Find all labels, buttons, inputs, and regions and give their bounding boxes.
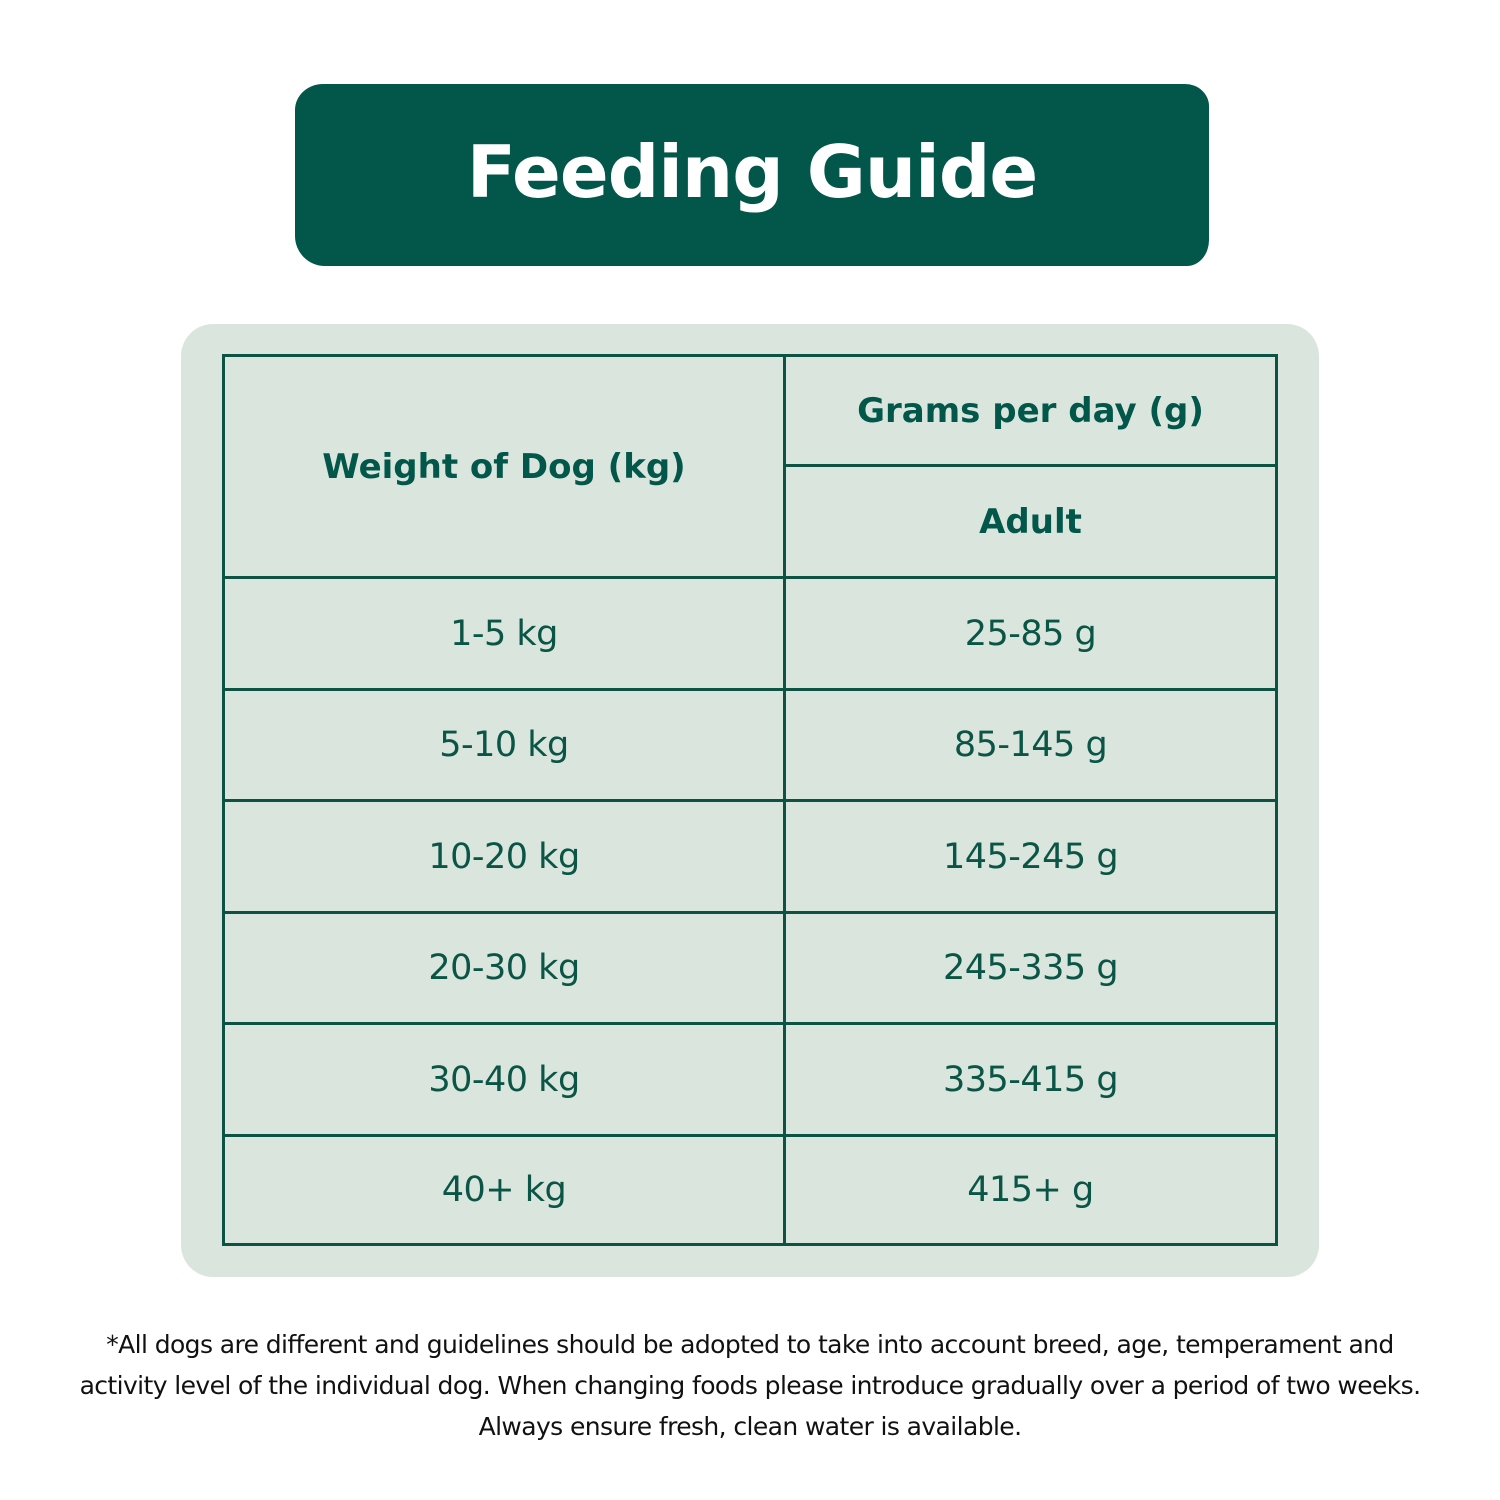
title-banner: Feeding Guide — [295, 84, 1209, 266]
weight-cell: 5-10 kg — [439, 725, 569, 765]
adult-grams-cell: 85-145 g — [953, 725, 1108, 765]
weight-cell: 40+ kg — [441, 1170, 567, 1210]
header-grams-per-day: Grams per day (g) — [857, 390, 1204, 431]
adult-grams-cell: 25-85 g — [964, 613, 1097, 654]
weight-cell: 30-40 kg — [428, 1059, 580, 1100]
adult-grams-cell: 145-245 g — [942, 836, 1119, 877]
page-title: Feeding Guide — [466, 130, 1038, 214]
adult-grams-cell: 335-415 g — [942, 1059, 1119, 1100]
row-divider — [222, 688, 1278, 691]
adult-grams-cell: 245-335 g — [942, 948, 1119, 988]
row-divider — [222, 576, 1278, 579]
weight-cell: 10-20 kg — [428, 836, 580, 877]
row-divider — [222, 911, 1278, 914]
header-weight: Weight of Dog (kg) — [322, 446, 686, 487]
header-subdivider — [784, 464, 1278, 467]
row-divider — [222, 1022, 1278, 1025]
weight-cell: 20-30 kg — [428, 948, 580, 988]
weight-cell: 1-5 kg — [450, 613, 558, 654]
disclaimer-footnote: *All dogs are different and guidelines s… — [79, 1330, 1421, 1441]
row-divider — [222, 799, 1278, 802]
row-divider — [222, 1134, 1278, 1137]
header-adult: Adult — [979, 501, 1082, 542]
adult-grams-cell: 415+ g — [967, 1170, 1094, 1210]
